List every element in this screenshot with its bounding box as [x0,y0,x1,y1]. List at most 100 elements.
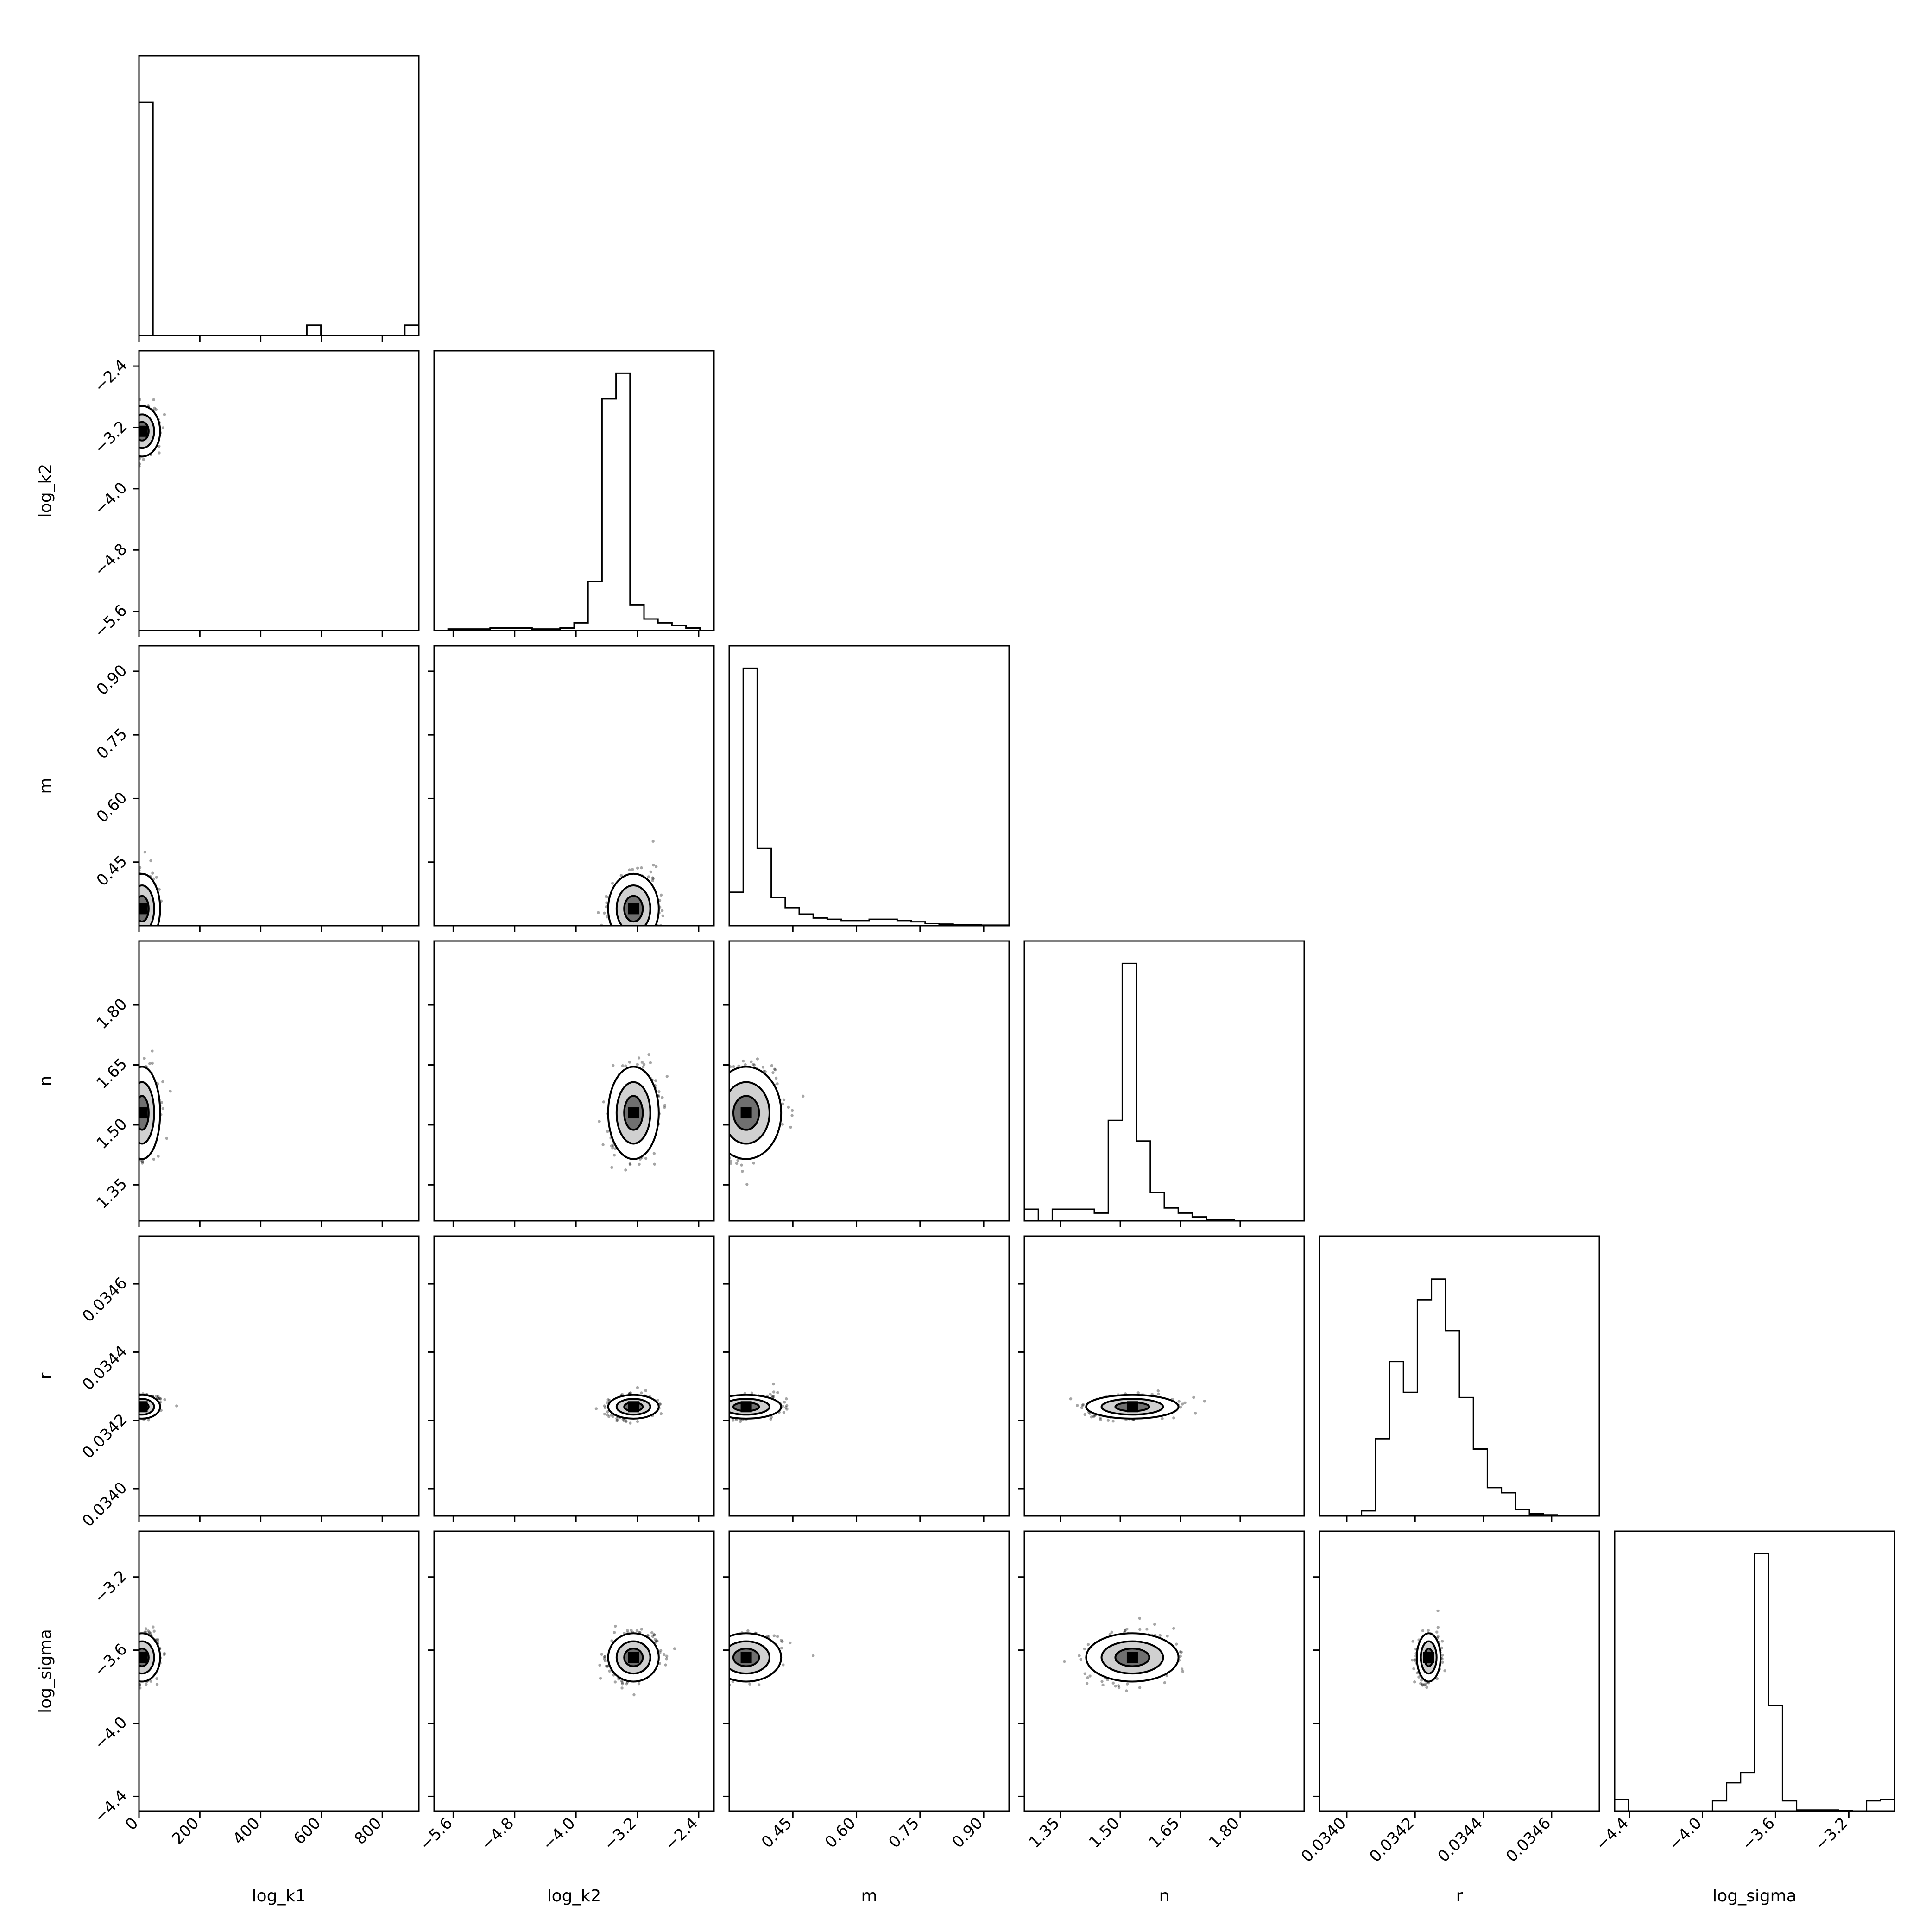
scatter-point [132,918,135,921]
scatter-point [144,927,146,929]
scatter-point [719,1085,722,1088]
scatter-point [125,905,128,908]
scatter-point [622,933,625,935]
density-peak [139,425,148,437]
scatter-point [132,912,135,915]
scatter-point [135,1128,138,1131]
scatter-point [135,1111,138,1114]
scatter-point [132,433,135,436]
scatter-point [135,908,138,911]
scatter-point [122,443,125,446]
scatter-point [135,443,138,446]
scatter-point [133,915,136,917]
scatter-point [131,915,133,918]
scatter-point [610,1166,613,1169]
scatter-point [131,917,134,920]
scatter-point [133,408,135,410]
scatter-point [647,875,650,878]
scatter-point [135,1127,138,1130]
scatter-point [134,1109,137,1112]
scatter-point [127,902,130,905]
scatter-point [149,928,152,930]
scatter-point [134,914,137,916]
scatter-point [123,889,126,891]
scatter-point [625,946,628,949]
scatter-point [135,1110,138,1112]
scatter-point [135,436,138,439]
scatter-point [132,1109,135,1111]
scatter-point [129,442,132,444]
scatter-point [628,1163,632,1166]
scatter-point [120,910,123,913]
scatter-point [129,1117,132,1120]
scatter-point [126,910,129,913]
scatter-point [135,919,138,922]
panel-log_k2-vs-m [428,645,715,949]
panel-log_k1-vs-m [120,645,420,942]
scatter-point [169,1090,172,1093]
scatter-point [133,891,135,894]
scatter-point [134,1143,137,1146]
scatter-point [133,922,135,925]
scatter-point [133,898,136,901]
scatter-point [126,435,129,438]
scatter-point [130,906,133,909]
scatter-point [133,1079,136,1082]
scatter-point [133,894,135,897]
scatter-point [126,917,129,920]
scatter-point [141,1160,144,1163]
scatter-point [129,1115,132,1118]
scatter-point [127,931,130,934]
scatter-point [128,1155,131,1158]
scatter-point [605,901,608,904]
scatter-point [135,1098,138,1100]
scatter-point [130,894,133,897]
scatter-point [127,907,130,910]
scatter-point [715,1105,718,1108]
scatter-point [136,900,139,903]
scatter-point [135,939,138,942]
scatter-point [133,917,136,920]
scatter-point [135,423,138,426]
scatter-point [135,434,138,437]
scatter-point [134,455,137,458]
scatter-point [722,1103,725,1105]
scatter-point [160,928,163,930]
scatter-point [130,431,133,434]
scatter-point [144,930,147,933]
scatter-point [129,434,132,437]
scatter-point [133,898,136,901]
scatter-point [622,936,625,939]
scatter-point [607,930,610,933]
scatter-point [638,1162,641,1166]
scatter-point [127,443,130,446]
scatter-point [621,929,624,932]
scatter-point [130,433,133,436]
scatter-point [133,431,136,434]
scatter-point [626,929,629,932]
scatter-point [134,442,137,445]
scatter-point [133,930,136,933]
scatter-point [145,933,148,935]
scatter-point [135,907,138,910]
scatter-point [134,1096,137,1099]
scatter-point [774,1076,778,1080]
scatter-point [158,888,161,891]
scatter-point [601,1143,605,1147]
scatter-point [148,1062,152,1065]
scatter-point [134,1121,137,1124]
scatter-point [133,1114,136,1117]
scatter-point [130,421,133,424]
scatter-point [132,913,134,916]
scatter-point [161,1107,165,1111]
scatter-point [134,1109,137,1111]
scatter-point [130,910,133,913]
scatter-point [740,1163,743,1167]
scatter-point [134,928,137,931]
scatter-point [135,1113,138,1116]
scatter-point [699,1151,702,1154]
scatter-point [154,934,157,937]
scatter-point [134,1104,137,1107]
scatter-point [133,414,136,417]
scatter-point [750,1060,753,1063]
